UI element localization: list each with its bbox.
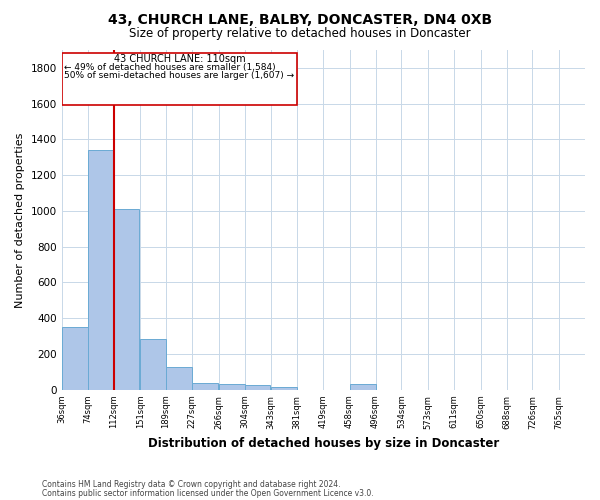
Text: Contains HM Land Registry data © Crown copyright and database right 2024.: Contains HM Land Registry data © Crown c…	[42, 480, 341, 489]
Bar	[166, 368, 192, 390]
Text: 43 CHURCH LANE: 110sqm: 43 CHURCH LANE: 110sqm	[113, 54, 245, 64]
Bar	[62, 52, 297, 106]
Text: 50% of semi-detached houses are larger (1,607) →: 50% of semi-detached houses are larger (…	[64, 70, 295, 80]
Bar	[350, 384, 376, 390]
Y-axis label: Number of detached properties: Number of detached properties	[15, 132, 25, 308]
Bar	[140, 339, 166, 390]
Bar	[271, 387, 297, 390]
Text: ← 49% of detached houses are smaller (1,584): ← 49% of detached houses are smaller (1,…	[64, 62, 276, 72]
Text: Size of property relative to detached houses in Doncaster: Size of property relative to detached ho…	[129, 28, 471, 40]
X-axis label: Distribution of detached houses by size in Doncaster: Distribution of detached houses by size …	[148, 437, 499, 450]
Bar	[62, 327, 88, 390]
Bar	[245, 386, 271, 390]
Bar	[113, 209, 139, 390]
Bar	[192, 382, 218, 390]
Text: Contains public sector information licensed under the Open Government Licence v3: Contains public sector information licen…	[42, 488, 374, 498]
Text: 43, CHURCH LANE, BALBY, DONCASTER, DN4 0XB: 43, CHURCH LANE, BALBY, DONCASTER, DN4 0…	[108, 12, 492, 26]
Bar	[218, 384, 245, 390]
Bar	[88, 150, 113, 390]
